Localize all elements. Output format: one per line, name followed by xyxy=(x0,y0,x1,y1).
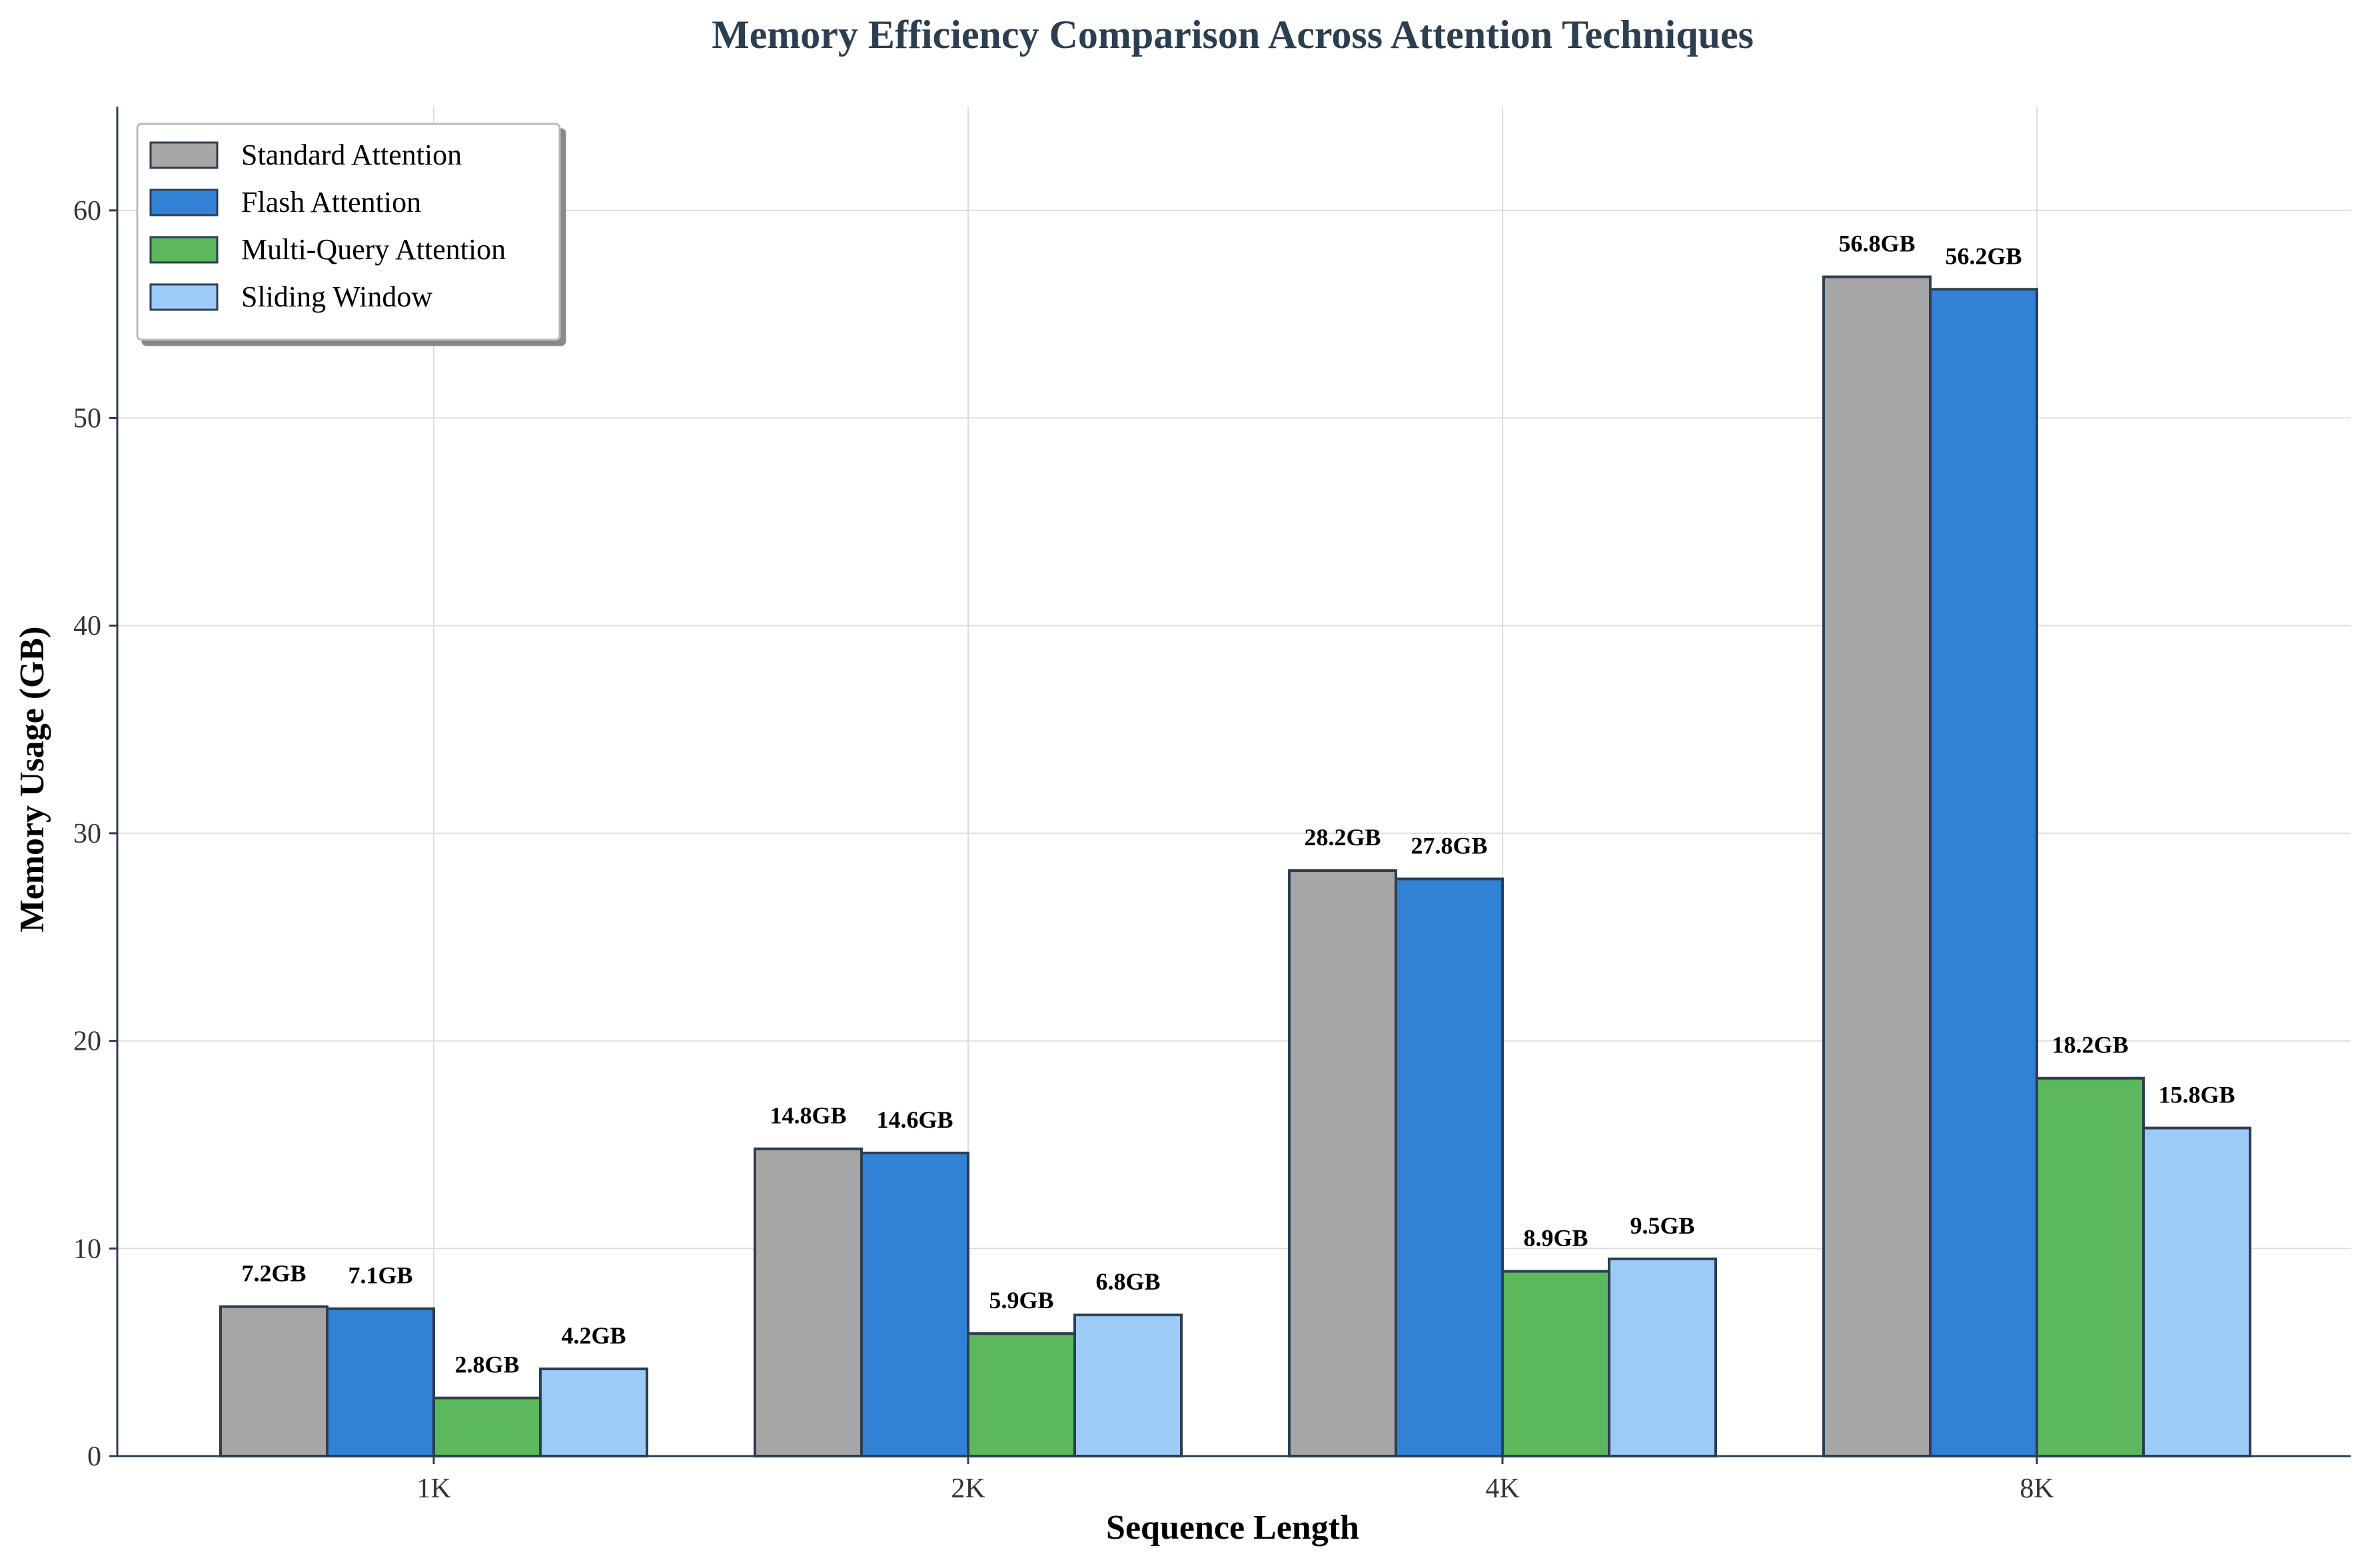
y-tick-label: 20 xyxy=(73,1026,101,1057)
x-tick-label: 2K xyxy=(951,1473,985,1504)
bar-value-label: 5.9GB xyxy=(989,1287,1053,1314)
bar-value-label: 7.2GB xyxy=(241,1260,306,1287)
legend-swatch xyxy=(149,189,219,216)
bar-value-label: 28.2GB xyxy=(1304,824,1381,851)
bar-value-label: 14.8GB xyxy=(770,1102,846,1129)
legend-box xyxy=(136,123,561,341)
legend-swatch xyxy=(149,141,219,169)
y-tick-label: 10 xyxy=(73,1234,101,1264)
legend-swatch xyxy=(149,236,219,264)
bar xyxy=(1501,1270,1610,1458)
x-axis-label: Sequence Length xyxy=(1106,1509,1359,1547)
x-tick-label: 4K xyxy=(1485,1473,1519,1504)
bar xyxy=(1929,288,2038,1458)
legend: Standard Attention Flash Attention Multi-Q… xyxy=(136,123,561,341)
y-tick-label: 30 xyxy=(73,819,101,849)
bar-value-label: 6.8GB xyxy=(1095,1268,1160,1295)
bar xyxy=(860,1151,969,1457)
bar xyxy=(967,1332,1076,1458)
bar xyxy=(1822,275,1932,1458)
tick-labels: 0 10 20 30 40 50 60 1K 2K 4K 8K xyxy=(73,196,2054,1504)
bar xyxy=(219,1305,328,1457)
y-tick-label: 0 xyxy=(87,1441,101,1472)
x-tick-label: 1K xyxy=(416,1473,450,1504)
bar xyxy=(2036,1076,2145,1457)
y-axis-label: Memory Usage (GB) xyxy=(13,626,51,932)
legend-entry-label: Multi-Query Attention xyxy=(241,233,506,266)
bar-value-label: 18.2GB xyxy=(2052,1032,2128,1058)
legend-entry-label: Flash Attention xyxy=(241,186,421,218)
legend-entry-label: Standard Attention xyxy=(241,139,462,171)
bar xyxy=(1073,1314,1183,1457)
axes xyxy=(116,107,2351,1457)
bar xyxy=(1288,869,1397,1457)
y-tick-label: 40 xyxy=(73,611,101,641)
bar-value-label: 8.9GB xyxy=(1523,1225,1588,1252)
bar xyxy=(326,1307,435,1458)
chart-title: Memory Efficiency Comparison Across Atte… xyxy=(712,13,1754,57)
bar-value-label: 9.5GB xyxy=(1630,1212,1694,1239)
bar-value-label: 15.8GB xyxy=(2158,1082,2235,1108)
legend-entry-label: Sliding Window xyxy=(241,280,432,313)
y-tick-label: 60 xyxy=(73,196,101,226)
bar xyxy=(432,1396,542,1457)
bar-value-label: 56.8GB xyxy=(1838,230,1915,257)
bar xyxy=(754,1147,863,1458)
y-tick-label: 50 xyxy=(73,404,101,434)
bar-value-label: 4.2GB xyxy=(561,1322,626,1349)
bar-value-label: 14.6GB xyxy=(876,1106,953,1133)
bar-value-label: 2.8GB xyxy=(454,1352,519,1378)
legend-swatch xyxy=(149,283,219,311)
bar xyxy=(1608,1257,1717,1458)
bars xyxy=(219,275,2251,1458)
bar-value-label: 7.1GB xyxy=(348,1262,412,1289)
bar xyxy=(2142,1126,2251,1457)
bar-value-label: 56.2GB xyxy=(1945,242,2022,269)
bar-value-label: 27.8GB xyxy=(1411,832,1487,859)
x-tick-label: 8K xyxy=(2020,1473,2054,1504)
bar xyxy=(1395,877,1504,1457)
data-labels: 7.2GB 14.8GB 28.2GB 56.8GB 7.1GB 14.6GB 27.8GB… xyxy=(241,230,2235,1378)
bar xyxy=(539,1368,648,1457)
